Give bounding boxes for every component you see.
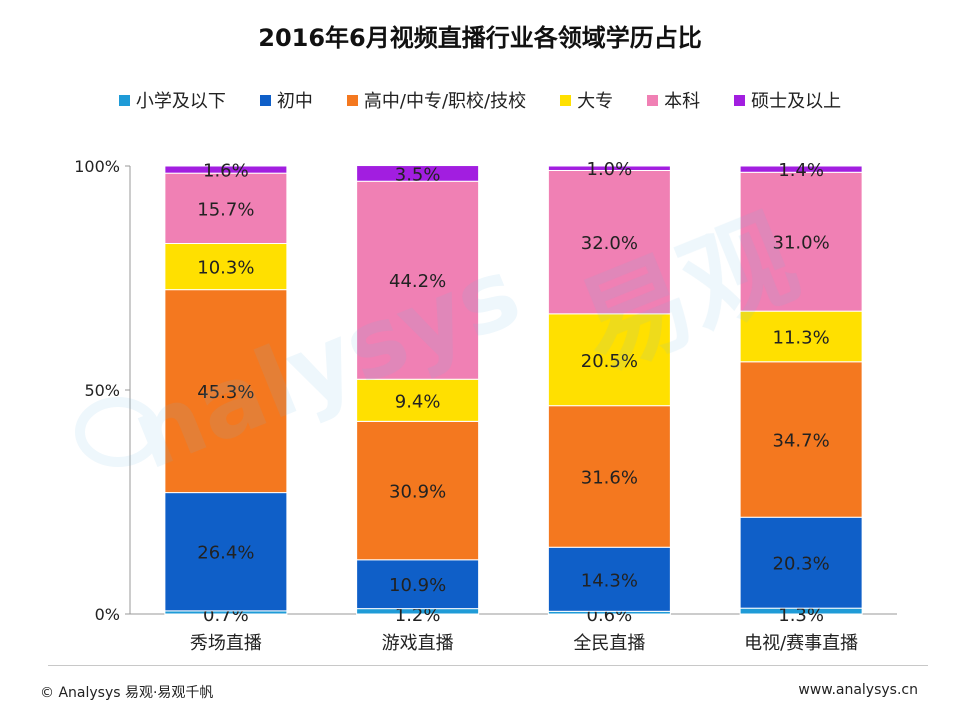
legend-item: 小学及以下 [118,87,226,113]
legend-label: 小学及以下 [135,91,226,112]
bar-segment [739,516,863,609]
bar-segment [547,169,671,315]
bar-segment [356,420,480,561]
data-label: 1.6% [203,161,249,182]
data-label: 45.3% [197,382,254,403]
data-label: 15.7% [197,199,254,220]
bar-segment [547,313,671,407]
data-label: 3.5% [395,164,441,185]
legend-swatch [259,94,271,106]
legend-item: 大专 [560,87,613,113]
chart-title: 2016年6月视频直播行业各领域学历占比 [258,24,702,52]
chart-legend: 小学及以下 初中 高中/中专/职校/技校 大专 本科 硕士及以上 [0,88,960,112]
data-label: 34.7% [773,431,830,452]
y-tick-label: 100% [74,157,120,176]
x-category-label: 秀场直播 [190,633,262,654]
y-tick-label: 50% [84,381,120,400]
bar-segment [164,492,288,612]
data-label: 1.3% [778,605,824,626]
legend-swatch [647,94,659,106]
data-label: 9.4% [395,391,441,412]
data-label: 1.0% [587,159,633,180]
footer-divider [48,665,928,666]
x-category-label: 游戏直播 [382,633,454,654]
legend-swatch [734,94,746,106]
legend-swatch [560,94,572,106]
legend-item: 初中 [259,87,313,113]
data-label: 26.4% [197,543,254,564]
legend-item: 硕士及以上 [734,87,841,113]
bar-segment [164,165,288,174]
bar-segment [547,165,671,171]
bar-segment [547,405,671,548]
data-label: 1.4% [778,160,824,181]
legend-label: 高中/中专/职校/技校 [363,91,527,112]
legend-label: 初中 [276,91,313,112]
bar-segment [739,165,863,173]
bar-segment [164,289,288,494]
bar-segment [739,361,863,518]
bar-segment [356,165,480,182]
bar-segment [547,546,671,612]
legend-item: 本科 [647,87,700,113]
data-label: 32.0% [581,233,638,254]
bar-segment [356,180,480,380]
data-label: 14.3% [581,570,638,591]
x-category-label: 电视/赛事直播 [744,633,858,654]
data-label: 10.9% [389,575,446,596]
y-tick-label: 0% [95,605,120,624]
footer-copyright: © Analysys 易观·易观千帆 [40,685,214,701]
bar-segment [164,243,288,291]
bar-segment [164,172,288,245]
data-label: 20.3% [773,554,830,575]
legend-label: 本科 [664,91,701,112]
legend-item: 高中/中专/职校/技校 [346,87,527,113]
data-label: 1.2% [395,605,441,626]
data-label: 10.3% [197,258,254,279]
legend-label: 大专 [577,91,614,112]
x-category-label: 全民直播 [573,633,645,654]
data-label: 44.2% [389,271,446,292]
legend-swatch [118,94,130,106]
footer-website: www.analysys.cn [798,682,918,698]
data-label: 30.9% [389,482,446,503]
data-label: 11.3% [773,327,830,348]
data-label: 31.0% [773,233,830,254]
legend-swatch [346,94,358,106]
legend-label: 硕士及以上 [751,91,842,112]
bar-segment [356,378,480,422]
bar-segment [739,171,863,312]
bar-segment [356,559,480,610]
data-label: 20.5% [581,351,638,372]
data-label: 31.6% [581,467,638,488]
bar-segment [739,310,863,363]
